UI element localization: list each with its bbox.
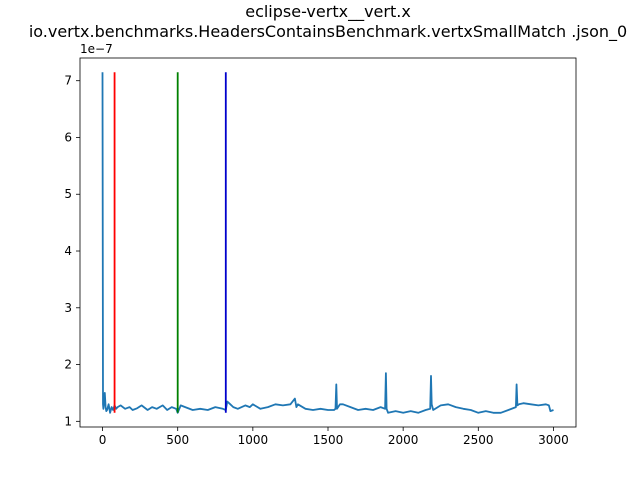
series-line-0 (101, 72, 554, 414)
y-tick-label: 2 (64, 358, 72, 372)
axes-frame (79, 57, 577, 428)
x-tick-label: 2000 (388, 433, 419, 447)
y-offset-label: 1e−7 (80, 42, 113, 56)
y-tick-label: 3 (64, 301, 72, 315)
x-tick-label: 1500 (313, 433, 344, 447)
y-tick-label: 6 (64, 130, 72, 144)
y-tick-label: 7 (64, 74, 72, 88)
plot-area (101, 72, 554, 414)
x-tick-label: 0 (99, 433, 107, 447)
x-tick-label: 1000 (238, 433, 269, 447)
chart-subtitle: io.vertx.benchmarks.HeadersContainsBench… (29, 22, 627, 42)
x-tick-label: 500 (166, 433, 189, 447)
y-tick-label: 1 (64, 414, 72, 428)
x-tick-label: 2500 (463, 433, 494, 447)
x-tick-label: 3000 (538, 433, 569, 447)
axes: 0 500 1000 1500 2000 2500 3000 1 2 3 4 5 6 7 (64, 57, 577, 447)
y-tick-label: 4 (64, 244, 72, 258)
chart-title: eclipse-vertx__vert.x (245, 2, 411, 22)
y-tick-label: 5 (64, 187, 72, 201)
